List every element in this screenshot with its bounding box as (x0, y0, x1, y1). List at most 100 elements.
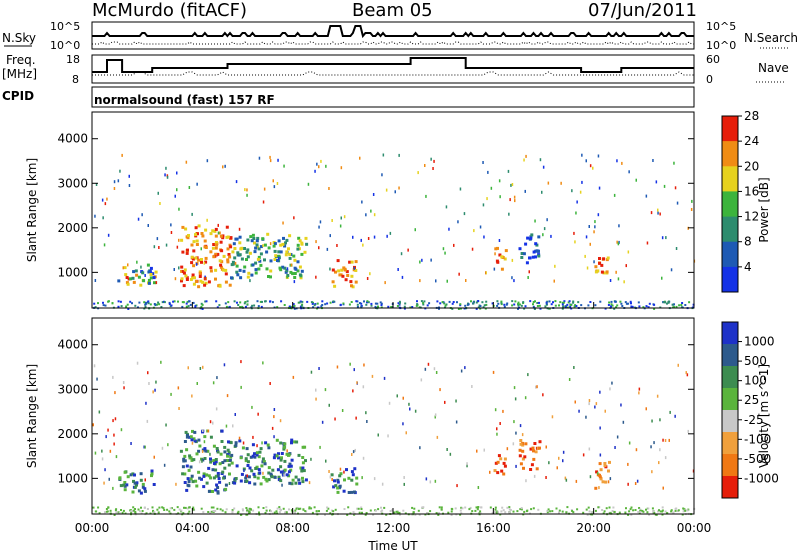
echo-cell (219, 263, 223, 267)
echo-cell (645, 407, 647, 411)
ground-scatter-cell (118, 512, 121, 515)
echo-cell (489, 470, 491, 474)
echo-cell (202, 365, 204, 369)
echo-cell (556, 466, 558, 470)
echo-cell (267, 471, 271, 475)
echo-cell (674, 186, 677, 190)
echo-cell (247, 475, 251, 479)
echo-cell (273, 258, 277, 261)
echo-cell (123, 481, 127, 484)
echo-cell (499, 457, 503, 461)
echo-cell (627, 482, 629, 486)
echo-cell (598, 186, 601, 190)
ground-scatter-cell (621, 305, 624, 307)
echo-cell (178, 238, 180, 242)
echo-cell (492, 370, 495, 374)
echo-cell (277, 475, 281, 479)
echo-cell (267, 275, 270, 278)
echo-cell (598, 261, 602, 265)
ground-scatter-cell (298, 508, 300, 510)
ground-scatter-cell (545, 303, 548, 306)
echo-cell (144, 478, 146, 482)
echo-cell (553, 279, 555, 283)
echo-cell (255, 451, 259, 455)
ground-scatter-cell (514, 300, 517, 303)
ground-scatter-cell (243, 302, 246, 305)
ground-scatter-cell (212, 506, 215, 509)
ground-scatter-cell (237, 510, 240, 513)
echo-cell (190, 255, 194, 259)
echo-cell (460, 369, 463, 373)
ground-scatter-cell (489, 506, 492, 509)
ground-scatter-cell (641, 509, 644, 512)
echo-cell (200, 260, 203, 264)
ground-scatter-cell (566, 506, 569, 509)
ground-scatter-cell (497, 302, 500, 305)
ground-scatter-cell (261, 300, 263, 303)
echo-cell (565, 478, 568, 482)
ground-scatter-cell (523, 510, 526, 513)
ground-scatter-cell (245, 507, 248, 509)
echo-cell (189, 465, 193, 469)
echo-cell (318, 225, 320, 229)
y-tick-label: 4000 (57, 132, 88, 146)
echo-cell (296, 243, 300, 247)
echo-cell (377, 433, 379, 437)
echo-cell (370, 209, 372, 213)
ground-scatter-cell (104, 511, 106, 514)
echo-cell (148, 382, 150, 385)
colorbar-segment (722, 366, 738, 389)
freq-right-tick-bottom: 0 (706, 73, 713, 86)
echo-cell (122, 266, 124, 270)
echo-cell (226, 448, 230, 452)
echo-cell (334, 484, 338, 488)
echo-cell (107, 233, 110, 237)
echo-cell (249, 455, 253, 459)
ground-scatter-cell (474, 509, 477, 512)
ground-scatter-cell (147, 302, 150, 305)
ground-scatter-cell (517, 303, 519, 306)
echo-cell (446, 279, 448, 283)
echo-cell (202, 485, 206, 489)
echo-cell (616, 159, 618, 163)
echo-cell (253, 455, 257, 459)
echo-cell (232, 424, 234, 428)
echo-cell (360, 238, 362, 242)
echo-cell (129, 473, 133, 477)
y-tick-label: 2000 (57, 221, 88, 235)
echo-cell (281, 265, 285, 269)
ground-scatter-cell (674, 509, 677, 512)
echo-cell (384, 281, 386, 285)
ground-scatter-cell (444, 304, 447, 307)
echo-cell (383, 376, 386, 380)
ground-scatter-cell (189, 303, 192, 306)
ground-scatter-cell (590, 511, 593, 514)
ground-scatter-cell (183, 506, 185, 509)
ground-scatter-cell (637, 301, 640, 304)
echo-cell (354, 280, 358, 284)
echo-cell (258, 471, 262, 475)
ground-scatter-cell (380, 506, 382, 509)
ground-scatter-cell (451, 307, 454, 310)
echo-cell (604, 409, 606, 413)
echo-cell (514, 199, 516, 203)
colorbar-tick-label: 100 (744, 374, 767, 388)
echo-cell (687, 429, 689, 433)
echo-cell (635, 178, 637, 182)
echo-cell (219, 452, 223, 456)
echo-cell (363, 363, 365, 367)
echo-cell (298, 273, 302, 277)
ground-scatter-cell (120, 509, 122, 511)
ground-scatter-cell (300, 304, 303, 307)
echo-cell (662, 486, 664, 490)
echo-cell (263, 462, 267, 466)
echo-cell (353, 266, 356, 270)
echo-cell (340, 216, 342, 220)
echo-cell (337, 269, 341, 273)
echo-cell (217, 231, 220, 235)
ground-scatter-cell (651, 507, 654, 510)
echo-cell (348, 260, 352, 264)
echo-cell (207, 489, 211, 493)
echo-cell (211, 490, 214, 493)
echo-cell (131, 276, 135, 280)
